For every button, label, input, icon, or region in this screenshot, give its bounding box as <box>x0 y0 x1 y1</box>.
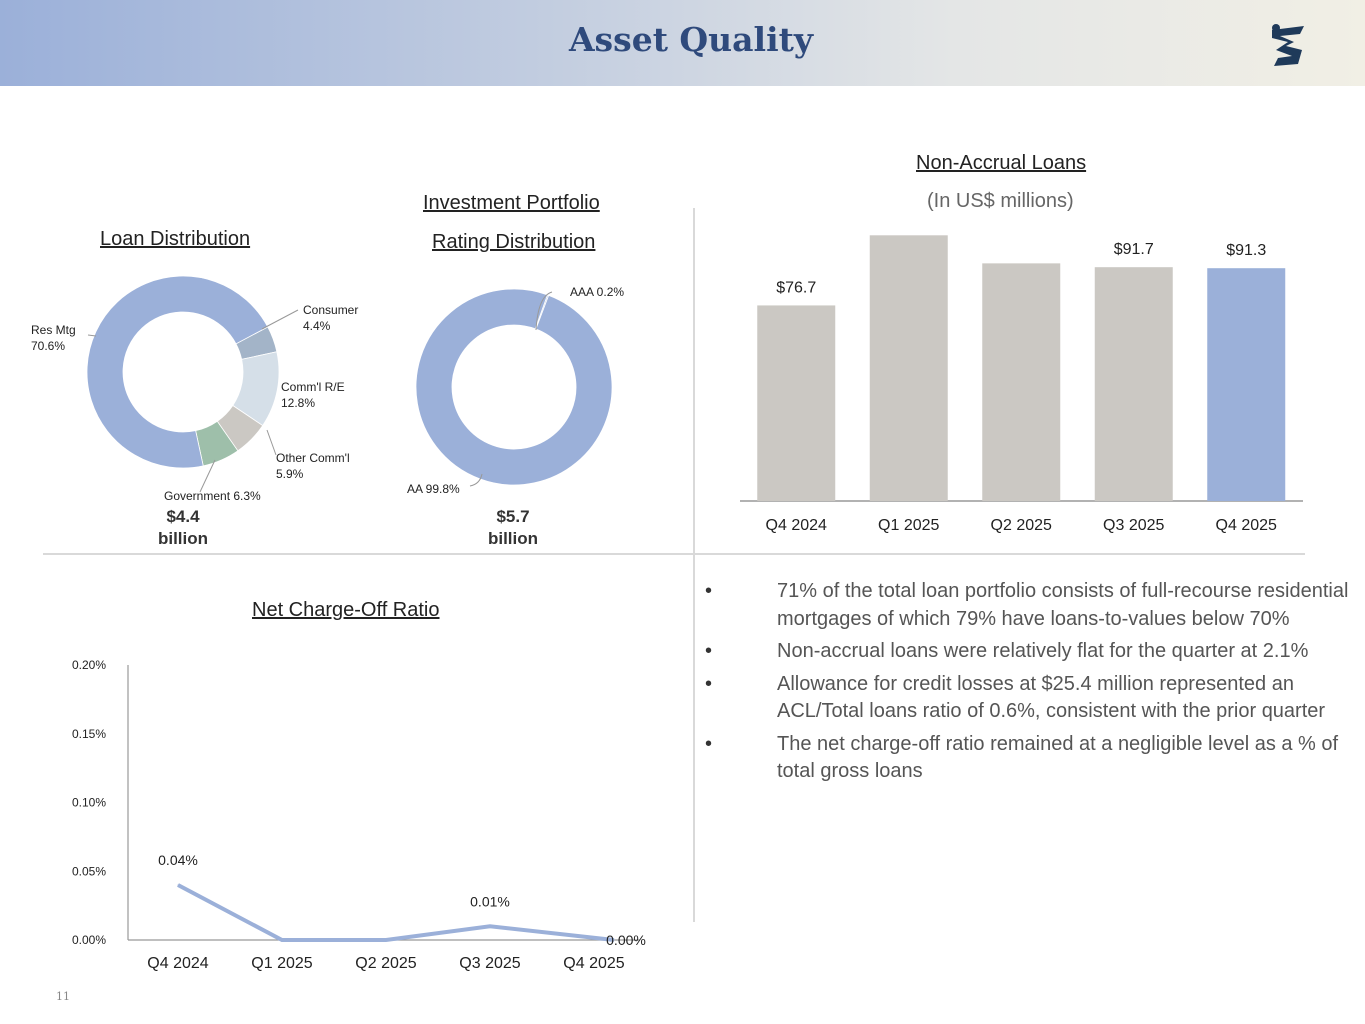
line-y-tick-label: 0.00% <box>72 933 106 947</box>
investment-total-unit: billion <box>487 529 539 548</box>
line-data-label: 0.01% <box>470 893 510 909</box>
bar-category-label: Q3 2025 <box>1103 517 1164 534</box>
other-comm-leader <box>266 429 277 456</box>
comm-re-label: Comm'l R/E 12.8% <box>281 379 345 411</box>
bullet-text: Allowance for credit losses at $25.4 mil… <box>777 672 1326 723</box>
bullet-item: • Non-accrual loans were relatively flat … <box>705 638 1355 666</box>
non-accrual-bar <box>1094 267 1173 501</box>
loan-total: $4.4 billion <box>143 506 223 550</box>
loan-slice-res-mtg <box>86 275 269 469</box>
investment-portfolio-donut <box>415 288 613 487</box>
page-title: Asset Quality <box>568 20 814 59</box>
bullet-text: The net charge-off ratio remained at a n… <box>777 732 1339 783</box>
bullet-symbol: • <box>705 640 713 662</box>
line-y-tick-label: 0.15% <box>72 727 106 741</box>
investment-title-line1: Investment Portfolio <box>423 192 600 214</box>
bar-category-label: Q4 2025 <box>1216 517 1277 534</box>
consumer-name: Consumer <box>303 303 359 317</box>
non-accrual-bar <box>982 263 1061 501</box>
loan-distribution-donut <box>86 275 299 493</box>
bar-data-label: $76.7 <box>776 279 816 296</box>
non-accrual-subtitle: (In US$ millions) <box>927 190 1074 212</box>
horizontal-divider <box>43 553 1305 555</box>
line-category-label: Q3 2025 <box>459 955 520 972</box>
line-y-tick-label: 0.20% <box>72 658 106 672</box>
bullet-item: • 71% of the total loan portfolio consist… <box>705 578 1355 633</box>
loan-donut-slices <box>86 275 280 469</box>
summary-bullets: • 71% of the total loan portfolio consist… <box>705 578 1355 791</box>
net-charge-off-line-chart: 0.00% 0.05% 0.10% 0.15% 0.20% Q4 2024 0.04% Q1 … <box>72 658 646 972</box>
res-mtg-leader <box>87 334 97 337</box>
line-category-label: Q2 2025 <box>355 955 416 972</box>
government-label: Government 6.3% <box>164 489 261 503</box>
line-point <box>177 884 179 886</box>
bullet-symbol: • <box>705 580 713 602</box>
aa-leader <box>469 473 483 487</box>
res-mtg-pct: 70.6% <box>31 339 66 353</box>
comm-re-pct: 12.8% <box>281 396 316 410</box>
bullet-text: 71% of the total loan portfolio consists… <box>777 580 1349 630</box>
other-comm-label: Other Comm'l 5.9% <box>276 450 350 482</box>
other-comm-name: Other Comm'l <box>276 451 350 465</box>
line-category-label: Q4 2025 <box>563 955 624 972</box>
non-accrual-bar <box>757 305 836 501</box>
investment-total: $5.7 billion <box>473 506 553 550</box>
loan-distribution-title: Loan Distribution <box>100 228 251 250</box>
lion-logo-icon <box>1272 24 1304 66</box>
investment-donut-slices <box>415 288 613 486</box>
investment-total-amount: $5.7 <box>496 507 530 526</box>
consumer-label: Consumer 4.4% <box>303 302 358 334</box>
loan-total-amount: $4.4 <box>166 507 200 526</box>
non-accrual-bar-chart: Q4 2024 $76.7 Q1 2025 Q2 2025 Q3 2025 $91.7 Q4… <box>740 235 1303 534</box>
bullet-item: • The net charge-off ratio remained at a … <box>705 731 1355 786</box>
res-mtg-name: Res Mtg <box>31 323 76 337</box>
bar-category-label: Q1 2025 <box>878 517 939 534</box>
line-category-label: Q4 2024 <box>147 955 208 972</box>
bar-data-label: $91.7 <box>1114 241 1154 258</box>
bar-data-label: $91.3 <box>1226 242 1266 259</box>
bullet-symbol: • <box>705 732 713 755</box>
non-accrual-title: Non-Accrual Loans <box>916 152 1087 174</box>
net-charge-off-title: Net Charge-Off Ratio <box>252 599 440 621</box>
aaa-label: AAA 0.2% <box>570 285 625 299</box>
res-mtg-label: Res Mtg 70.6% <box>31 322 76 354</box>
loan-total-unit: billion <box>157 529 209 548</box>
line-data-label: 0.00% <box>606 932 646 948</box>
consumer-pct: 4.4% <box>303 319 331 333</box>
line-point <box>613 939 615 941</box>
page-number: 11 <box>56 990 70 1003</box>
non-accrual-bar <box>869 235 948 502</box>
vertical-divider <box>693 208 695 922</box>
other-comm-pct: 5.9% <box>276 467 304 481</box>
non-accrual-bar <box>1207 268 1286 501</box>
comm-re-name: Comm'l R/E <box>281 380 345 394</box>
investment-title-line2: Rating Distribution <box>432 231 596 253</box>
government-leader <box>199 459 216 493</box>
consumer-leader <box>261 309 299 330</box>
line-category-label: Q1 2025 <box>251 955 312 972</box>
line-data-label: 0.04% <box>158 852 198 868</box>
line-y-tick-label: 0.10% <box>72 796 106 810</box>
line-y-tick-label: 0.05% <box>72 864 106 878</box>
net-charge-off-line <box>177 883 615 942</box>
bar-category-label: Q2 2025 <box>991 517 1052 534</box>
bullet-text: Non-accrual loans were relatively flat f… <box>777 640 1309 662</box>
aa-label: AA 99.8% <box>407 482 460 496</box>
investment-slice-aa <box>415 288 613 486</box>
bar-category-label: Q4 2024 <box>766 517 827 534</box>
aaa-leader <box>535 291 553 331</box>
header-banner: Asset Quality <box>0 0 1365 86</box>
line-point <box>489 925 491 927</box>
bullet-item: • Allowance for credit losses at $25.4 mi… <box>705 671 1355 726</box>
line-point <box>281 939 283 941</box>
line-point <box>385 939 387 941</box>
bullet-symbol: • <box>705 672 713 695</box>
